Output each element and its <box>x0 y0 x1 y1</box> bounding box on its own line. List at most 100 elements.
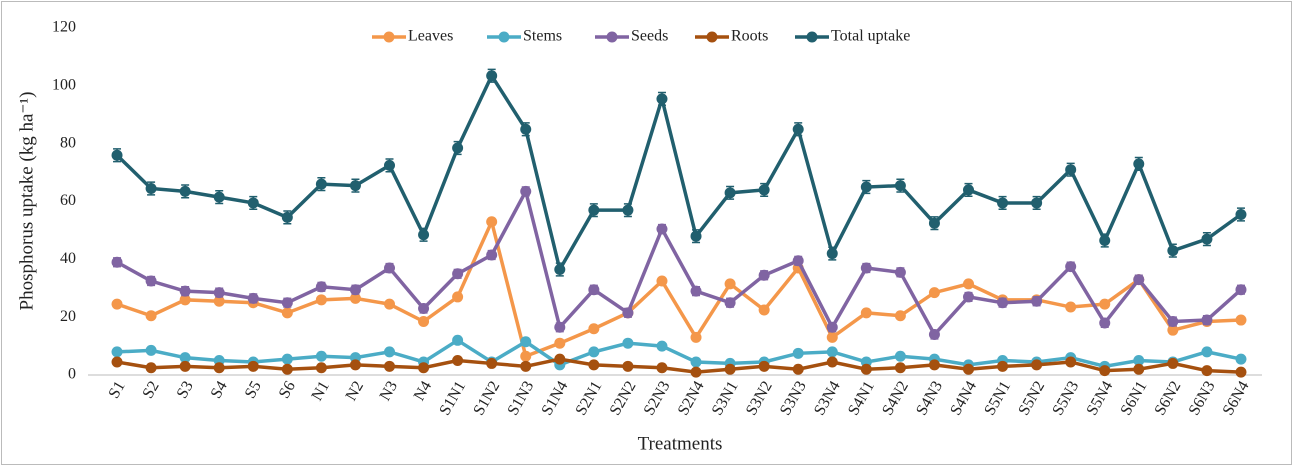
point <box>690 331 702 343</box>
point <box>213 362 225 374</box>
point <box>1099 365 1111 377</box>
point <box>1201 233 1213 245</box>
legend-label: Stems <box>523 28 562 45</box>
point <box>826 346 838 358</box>
x-tick-label: S5 <box>242 378 265 401</box>
x-tick-label: S2 <box>140 378 163 401</box>
point <box>349 284 361 296</box>
point <box>281 353 293 365</box>
point <box>1235 366 1247 378</box>
point <box>452 291 464 303</box>
point <box>894 310 906 322</box>
point <box>111 356 123 368</box>
point <box>997 297 1009 309</box>
point <box>1167 357 1179 369</box>
point <box>520 350 532 362</box>
series-line <box>116 357 1242 374</box>
y-tick-label: 40 <box>60 250 76 267</box>
point <box>792 347 804 359</box>
point <box>1031 295 1043 307</box>
point <box>1031 359 1043 371</box>
point <box>690 285 702 297</box>
point <box>758 269 770 281</box>
point <box>894 180 906 192</box>
point <box>315 178 327 190</box>
point <box>1167 245 1179 257</box>
series-line <box>115 72 1242 275</box>
point <box>554 337 566 349</box>
point <box>1235 284 1247 296</box>
point <box>622 307 634 319</box>
point <box>384 346 395 358</box>
point <box>963 291 974 303</box>
point <box>963 363 974 375</box>
x-tick-label: S3 <box>174 378 197 401</box>
point <box>758 184 770 196</box>
point <box>690 230 702 242</box>
legend-label: Leaves <box>408 28 453 45</box>
point <box>758 304 770 316</box>
point <box>520 123 532 135</box>
point <box>179 360 191 372</box>
point <box>349 180 361 192</box>
point <box>486 216 498 228</box>
point <box>656 362 668 374</box>
point <box>349 359 361 371</box>
point <box>315 362 327 374</box>
point <box>894 266 906 278</box>
point <box>1133 274 1145 286</box>
point <box>452 142 464 154</box>
point <box>826 248 838 260</box>
point <box>1031 197 1043 209</box>
point <box>213 287 225 299</box>
point <box>656 340 668 352</box>
legend-swatch-dot <box>606 31 618 43</box>
point <box>1065 301 1077 313</box>
point <box>452 355 464 367</box>
point <box>452 268 464 280</box>
y-tick-label: 60 <box>60 192 76 209</box>
point <box>145 310 157 322</box>
y-tick-label: 80 <box>60 134 76 151</box>
point <box>826 356 838 368</box>
x-tick-label: S1 <box>105 378 128 401</box>
point <box>1235 209 1247 221</box>
point <box>588 323 600 335</box>
legend-label: Total uptake <box>831 28 910 45</box>
point <box>1167 324 1179 336</box>
point <box>247 197 259 209</box>
point <box>315 350 327 362</box>
point <box>554 321 566 333</box>
point <box>894 362 906 374</box>
point <box>656 93 668 105</box>
point <box>349 292 361 304</box>
point <box>384 262 395 274</box>
point <box>1167 316 1179 328</box>
point <box>179 185 191 197</box>
y-tick-label: 20 <box>60 308 76 325</box>
y-tick-label: 100 <box>52 77 76 94</box>
point <box>724 187 736 199</box>
point <box>1201 365 1213 377</box>
point <box>179 352 191 364</box>
point <box>145 182 157 194</box>
point <box>826 321 838 333</box>
point <box>997 360 1009 372</box>
x-axis-title: Treatments <box>638 433 723 454</box>
point <box>418 302 430 314</box>
point <box>384 360 395 372</box>
point <box>418 229 430 241</box>
point <box>554 353 566 365</box>
point <box>1065 261 1077 273</box>
point <box>247 360 259 372</box>
point <box>1099 235 1111 247</box>
point <box>588 284 600 296</box>
point <box>588 204 600 216</box>
series-line <box>116 216 1242 359</box>
point <box>554 263 566 275</box>
point <box>1133 355 1145 367</box>
point <box>1133 158 1145 170</box>
legend-label: Seeds <box>631 28 668 45</box>
point <box>758 360 770 372</box>
